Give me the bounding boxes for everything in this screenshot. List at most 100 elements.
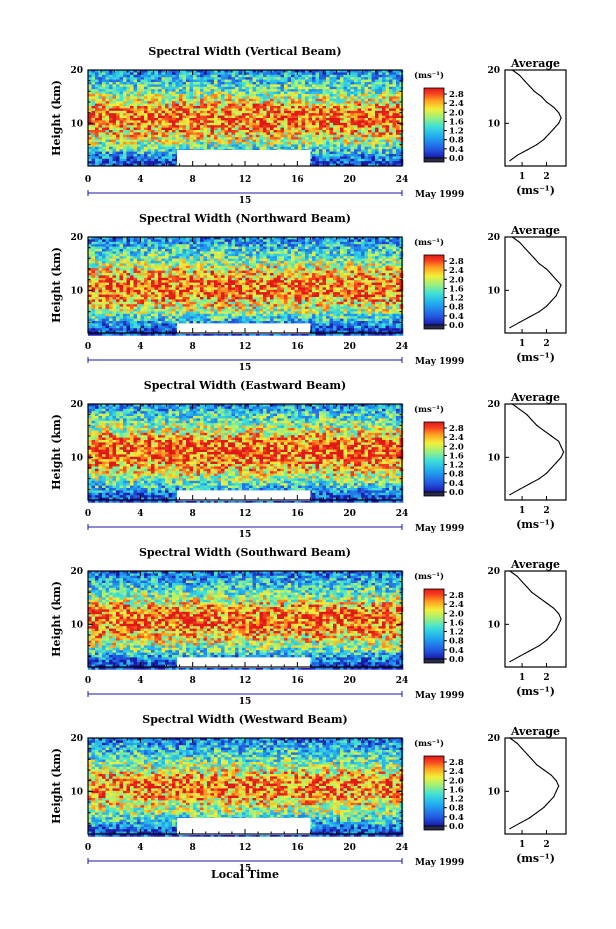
heatmap-cell	[385, 70, 390, 73]
heatmap-cell	[109, 120, 113, 124]
heatmap-cell	[158, 263, 162, 267]
heatmap-cell	[259, 251, 264, 255]
heatmap-cell	[235, 146, 239, 150]
heatmap-cell	[256, 120, 260, 124]
heatmap-cell	[193, 239, 197, 243]
heatmap-cell	[200, 261, 204, 264]
heatmap-cell	[151, 158, 155, 162]
heatmap-cell	[214, 108, 218, 112]
heatmap-cell	[361, 74, 365, 78]
heatmap-cell	[231, 256, 236, 259]
heatmap-cell	[312, 149, 316, 152]
heatmap-cell	[329, 74, 334, 78]
heatmap-cell	[123, 103, 127, 107]
heatmap-cell	[182, 249, 187, 252]
heatmap-cell	[291, 239, 295, 243]
heatmap-cell	[91, 101, 96, 104]
heatmap-cell	[144, 101, 148, 104]
heatmap-cell	[301, 268, 306, 271]
heatmap-cell	[193, 94, 197, 97]
heatmap-cell	[298, 89, 302, 92]
heatmap-cell	[231, 101, 236, 104]
heatmap-cell	[252, 120, 257, 124]
heatmap-cell	[347, 86, 351, 90]
average-y-tick-label: 10	[487, 119, 500, 129]
heatmap-cell	[193, 125, 197, 128]
heatmap-cell	[172, 89, 176, 92]
heatmap-cell	[147, 115, 152, 119]
heatmap-cell	[172, 261, 176, 264]
heatmap-cell	[168, 144, 173, 148]
heatmap-cell	[116, 144, 120, 148]
heatmap-cell	[242, 146, 246, 150]
heatmap-cell	[151, 144, 155, 148]
heatmap-cell	[245, 134, 250, 138]
heatmap-cell	[235, 84, 239, 88]
heatmap-cell	[389, 139, 393, 143]
heatmap-cell	[308, 113, 313, 116]
heatmap-cell	[133, 108, 138, 112]
heatmap-cell	[172, 130, 176, 133]
heatmap-cell	[105, 70, 110, 73]
heatmap-cell	[126, 82, 131, 85]
heatmap-cell	[210, 79, 215, 83]
heatmap-cell	[368, 263, 372, 267]
heatmap-cell	[284, 258, 288, 262]
heatmap-cell	[200, 142, 204, 145]
heatmap-cell	[151, 122, 155, 126]
heatmap-cell	[119, 246, 124, 250]
heatmap-cell	[350, 115, 355, 119]
heatmap-cell	[238, 125, 243, 128]
heatmap-cell	[238, 70, 243, 73]
heatmap-cell	[186, 91, 190, 95]
heatmap-cell	[368, 79, 372, 83]
heatmap-cell	[112, 120, 117, 124]
heatmap-cell	[315, 258, 320, 262]
heatmap-cell	[165, 132, 169, 136]
heatmap-cell	[347, 91, 351, 95]
heatmap-cell	[284, 89, 288, 92]
heatmap-cell	[266, 110, 271, 114]
heatmap-cell	[336, 70, 341, 73]
heatmap-cell	[224, 239, 229, 243]
heatmap-cell	[186, 108, 190, 112]
heatmap-cell	[280, 103, 285, 107]
heatmap-cell	[371, 82, 376, 85]
heatmap-cell	[161, 82, 166, 85]
heatmap-cell	[161, 163, 166, 167]
heatmap-cell	[168, 70, 173, 73]
heatmap-cell	[350, 120, 355, 124]
heatmap-cell	[270, 91, 274, 95]
heatmap-cell	[207, 125, 211, 128]
heatmap-cell	[126, 139, 131, 143]
heatmap-cell	[151, 120, 155, 124]
heatmap-cell	[361, 108, 365, 112]
heatmap-cell	[228, 256, 232, 259]
heatmap-cell	[287, 249, 292, 252]
heatmap-cell	[396, 96, 400, 100]
heatmap-cell	[126, 101, 131, 104]
heatmap-cell	[189, 115, 194, 119]
heatmap-cell	[392, 113, 397, 116]
heatmap-cell	[175, 118, 180, 121]
heatmap-cell	[329, 146, 334, 150]
heatmap-cell	[210, 72, 215, 76]
heatmap-cell	[98, 261, 103, 264]
heatmap-cell	[126, 144, 131, 148]
heatmap-cell	[385, 253, 390, 257]
heatmap-cell	[137, 261, 141, 264]
heatmap-cell	[347, 108, 351, 112]
heatmap-cell	[375, 127, 379, 131]
heatmap-cell	[161, 84, 166, 88]
heatmap-cell	[112, 158, 117, 162]
heatmap-cell	[172, 127, 176, 131]
heatmap-cell	[221, 249, 225, 252]
heatmap-cell	[196, 144, 201, 148]
heatmap-cell	[207, 139, 211, 143]
heatmap-cell	[154, 244, 159, 247]
heatmap-cell	[203, 94, 208, 97]
heatmap-cell	[168, 127, 173, 131]
heatmap-cell	[175, 132, 180, 136]
heatmap-cell	[329, 118, 334, 121]
heatmap-cell	[105, 139, 110, 143]
